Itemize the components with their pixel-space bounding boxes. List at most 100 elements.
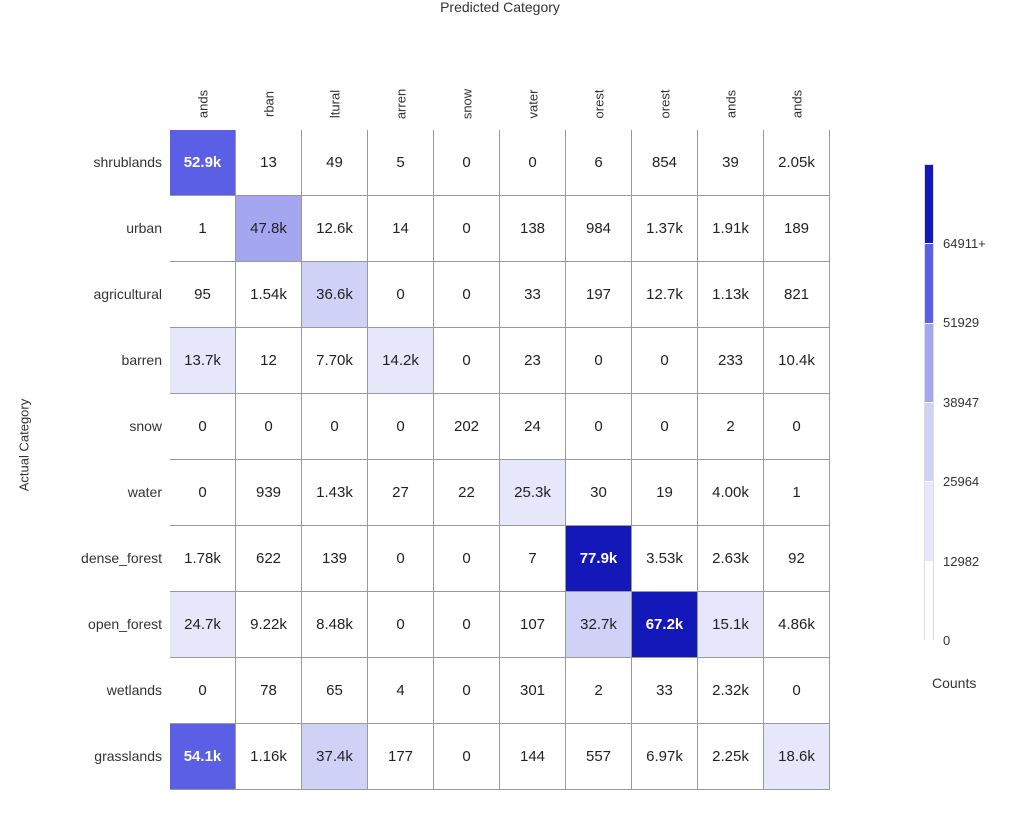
heatmap-cell: 0 (434, 130, 500, 196)
heatmap-cell: 1.16k (236, 724, 302, 790)
column-label-clip: rban (239, 84, 299, 124)
heatmap-cell: 10.4k (764, 328, 830, 394)
heatmap-cell: 177 (368, 724, 434, 790)
heatmap-cell: 14.2k (368, 328, 434, 394)
heatmap-cell: 202 (434, 394, 500, 460)
colorbar-tick-label: 51929 (943, 315, 980, 330)
y-axis-title: Actual Category (16, 398, 32, 492)
heatmap-cell: 189 (764, 196, 830, 262)
heatmap-cell: 6.97k (632, 724, 698, 790)
heatmap-cell: 13.7k (170, 328, 236, 394)
heatmap-cell: 52.9k (170, 130, 236, 196)
row-label: snow (129, 418, 162, 434)
row-label: shrublands (93, 154, 163, 170)
heatmap-cell: 39 (698, 130, 764, 196)
column-label: ands (723, 89, 739, 119)
column-label-clip: snow (437, 84, 497, 124)
row-label: dense_forest (81, 550, 162, 566)
heatmap-cell: 2 (698, 394, 764, 460)
heatmap-cell: 13 (236, 130, 302, 196)
heatmap-cell: 0 (434, 658, 500, 724)
column-label-clip: ands (173, 84, 233, 124)
heatmap-cell: 19 (632, 460, 698, 526)
heatmap-cell: 65 (302, 658, 368, 724)
column-label-clip: ands (767, 84, 827, 124)
heatmap-cell: 18.6k (764, 724, 830, 790)
heatmap-cell: 8.48k (302, 592, 368, 658)
column-label: orest (591, 89, 607, 119)
column-label-clip: vater (503, 84, 563, 124)
heatmap-cell: 233 (698, 328, 764, 394)
heatmap-cell: 0 (302, 394, 368, 460)
heatmap-cell: 32.7k (566, 592, 632, 658)
heatmap-cell: 24 (500, 394, 566, 460)
column-label-clip: ands (701, 84, 761, 124)
heatmap-cell: 0 (434, 592, 500, 658)
heatmap-cell: 7.70k (302, 328, 368, 394)
colorbar-title: Counts (932, 675, 977, 691)
column-label: arren (393, 88, 409, 120)
colorbar (924, 164, 934, 641)
heatmap-cell: 0 (368, 526, 434, 592)
heatmap-cell: 0 (632, 394, 698, 460)
column-label: orest (657, 89, 673, 119)
heatmap-cell: 0 (170, 658, 236, 724)
heatmap-cell: 12 (236, 328, 302, 394)
heatmap-cell: 25.3k (500, 460, 566, 526)
heatmap-cell: 2 (566, 658, 632, 724)
heatmap-cell: 27 (368, 460, 434, 526)
heatmap-cell: 622 (236, 526, 302, 592)
heatmap-cell: 92 (764, 526, 830, 592)
heatmap-cell: 557 (566, 724, 632, 790)
column-label: rban (261, 90, 277, 118)
heatmap-cell: 0 (170, 460, 236, 526)
heatmap-cell: 15.1k (698, 592, 764, 658)
heatmap-cell: 67.2k (632, 592, 698, 658)
heatmap-cell: 54.1k (170, 724, 236, 790)
column-label-clip: orest (635, 84, 695, 124)
heatmap-cell: 139 (302, 526, 368, 592)
heatmap-cell: 4.86k (764, 592, 830, 658)
heatmap-cell: 1.54k (236, 262, 302, 328)
heatmap-cell: 2.05k (764, 130, 830, 196)
heatmap-cell: 3.53k (632, 526, 698, 592)
heatmap-cell: 1.78k (170, 526, 236, 592)
heatmap-cell: 0 (368, 592, 434, 658)
heatmap-cell: 0 (500, 130, 566, 196)
column-label: vater (525, 89, 541, 119)
heatmap-grid: 52.9k 13 49 5 0 0 6 854 39 2.05k 1 47.8k 12.6k 14 0 138… (170, 130, 830, 790)
heatmap-cell: 939 (236, 460, 302, 526)
heatmap-cell: 1 (764, 460, 830, 526)
colorbar-tick-label: 38947 (943, 395, 980, 410)
heatmap-cell: 0 (434, 196, 500, 262)
heatmap-cell: 2.63k (698, 526, 764, 592)
heatmap-cell: 1.13k (698, 262, 764, 328)
heatmap-cell: 23 (500, 328, 566, 394)
heatmap-cell: 0 (764, 658, 830, 724)
row-label: open_forest (88, 616, 162, 632)
heatmap-cell: 0 (434, 526, 500, 592)
heatmap-cell: 1 (170, 196, 236, 262)
heatmap-cell: 144 (500, 724, 566, 790)
heatmap-cell: 0 (368, 262, 434, 328)
heatmap-cell: 301 (500, 658, 566, 724)
column-label: ands (789, 89, 805, 119)
heatmap-cell: 1.37k (632, 196, 698, 262)
heatmap-cell: 24.7k (170, 592, 236, 658)
colorbar-segment (925, 403, 933, 483)
column-label: snow (459, 88, 475, 120)
heatmap-cell: 107 (500, 592, 566, 658)
row-label: agricultural (93, 286, 162, 302)
heatmap-cell: 0 (170, 394, 236, 460)
colorbar-tick-label: 0 (943, 633, 951, 648)
heatmap-cell: 12.7k (632, 262, 698, 328)
heatmap-cell: 37.4k (302, 724, 368, 790)
heatmap-cell: 95 (170, 262, 236, 328)
colorbar-tick-label: 12982 (943, 554, 980, 569)
heatmap-cell: 9.22k (236, 592, 302, 658)
row-label: water (127, 484, 162, 500)
heatmap-cell: 5 (368, 130, 434, 196)
heatmap-cell: 77.9k (566, 526, 632, 592)
heatmap-cell: 0 (764, 394, 830, 460)
colorbar-segment (925, 165, 933, 245)
